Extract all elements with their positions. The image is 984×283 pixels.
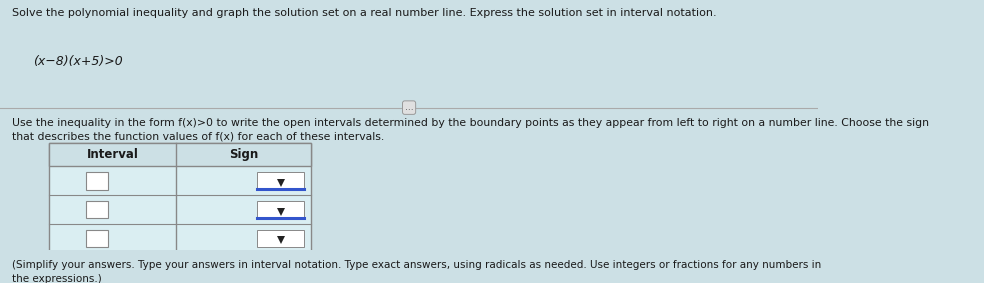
Bar <box>87 201 108 218</box>
Bar <box>257 230 304 247</box>
Text: (x−8)(x+5)>0: (x−8)(x+5)>0 <box>32 55 122 68</box>
Bar <box>87 230 108 247</box>
Bar <box>49 143 311 253</box>
Bar <box>49 143 311 166</box>
Text: Sign: Sign <box>228 148 258 161</box>
Text: (Simplify your answers. Type your answers in interval notation. Type exact answe: (Simplify your answers. Type your answer… <box>12 260 822 283</box>
Text: Use the inequality in the form f(x)>0 to write the open intervals determined by : Use the inequality in the form f(x)>0 to… <box>12 118 929 142</box>
Bar <box>257 201 304 218</box>
Bar <box>257 172 304 189</box>
Bar <box>87 172 108 190</box>
Text: ...: ... <box>404 103 413 112</box>
Text: Interval: Interval <box>87 148 139 161</box>
Text: Solve the polynomial inequality and graph the solution set on a real number line: Solve the polynomial inequality and grap… <box>12 8 717 18</box>
